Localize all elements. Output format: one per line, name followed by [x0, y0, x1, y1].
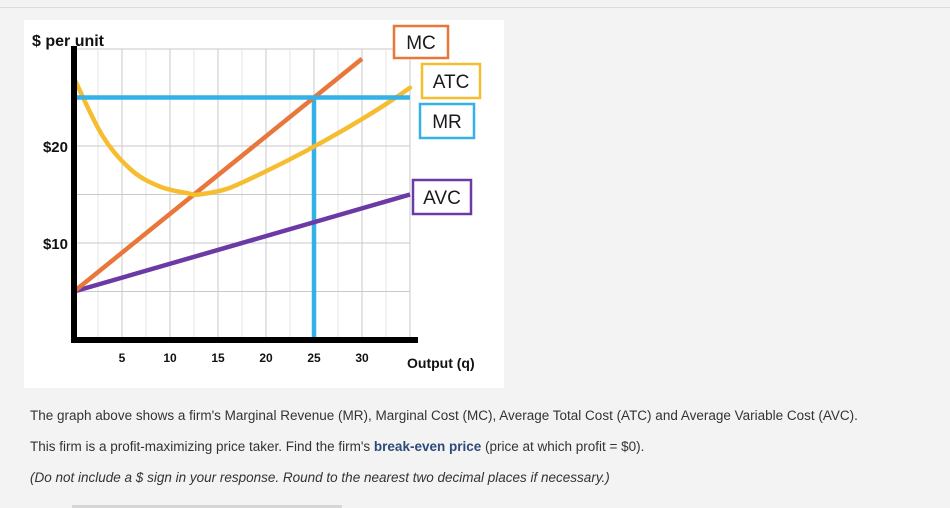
x-tick-label-20: 20 — [259, 351, 273, 365]
question-text: The graph above shows a firm's Marginal … — [30, 400, 930, 493]
answer-instructions: (Do not include a $ sign in your respons… — [30, 470, 610, 485]
x-axis-title: Output (q) — [407, 355, 475, 371]
cost-curves-chart: 5 10 15 20 25 30 $10 $20 $ per unit Output (q) MC… — [24, 20, 504, 388]
y-tick-label-20: $20 — [43, 139, 68, 156]
x-tick-label-30: 30 — [355, 351, 369, 365]
y-axis-title: $ per unit — [32, 33, 105, 50]
x-tick-label-5: 5 — [119, 351, 126, 365]
x-tick-label-25: 25 — [307, 351, 321, 365]
break-even-price-term: break-even price — [373, 439, 482, 454]
y-tick-label-10: $10 — [43, 236, 68, 253]
atc-curve — [71, 75, 413, 198]
avc-legend-label: AVC — [423, 188, 461, 209]
atc-legend-label: ATC — [433, 72, 470, 93]
top-divider — [0, 7, 950, 8]
axes — [71, 46, 418, 343]
mc-legend-box — [392, 24, 450, 60]
x-tick-label-15: 15 — [211, 351, 225, 365]
mc-legend-label: MC — [406, 33, 436, 54]
question-line-2-end: (price at which profit = $0). — [481, 439, 645, 454]
grid-lines — [73, 48, 411, 341]
tick-labels: 5 10 15 20 25 30 $10 $20 $ per unit Output (q) — [32, 33, 475, 371]
atc-legend-box — [420, 62, 482, 100]
avc-legend-box — [411, 178, 473, 216]
question-line-2-start: This firm is a profit-maximizing price t… — [30, 439, 374, 454]
avc-curve — [73, 192, 411, 294]
question-line-3: (Do not include a $ sign in your respons… — [30, 462, 930, 493]
series-lines — [71, 56, 413, 340]
question-line-2: This firm is a profit-maximizing price t… — [30, 431, 930, 462]
question-line-1: The graph above shows a firm's Marginal … — [30, 408, 858, 423]
x-tick-label-10: 10 — [163, 351, 177, 365]
mr-legend-label: MR — [432, 112, 462, 133]
answer-field-edge — [72, 505, 342, 508]
mr-legend-box — [418, 102, 476, 140]
legend-labels: MC ATC MR AVC — [392, 24, 482, 216]
chart-svg: 5 10 15 20 25 30 $10 $20 $ per unit Output (q) MC… — [32, 24, 482, 371]
